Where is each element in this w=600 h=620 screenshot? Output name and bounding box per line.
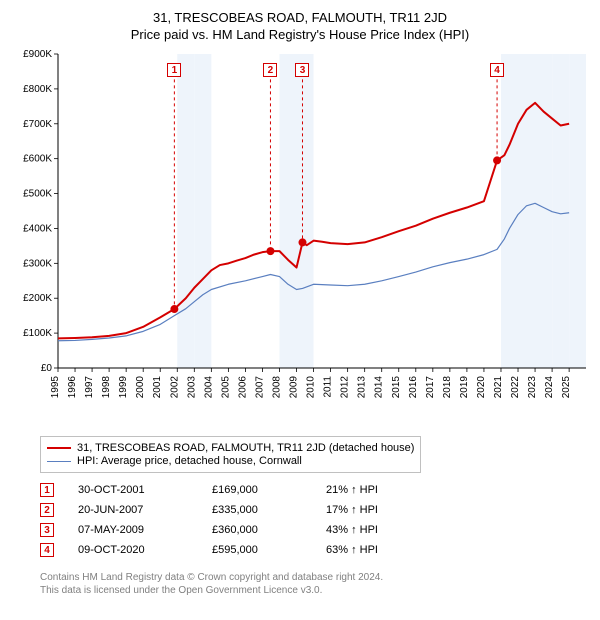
transaction-price: £335,000 xyxy=(212,504,302,516)
transaction-pct: 63% ↑ HPI xyxy=(326,544,446,556)
transaction-date: 09-OCT-2020 xyxy=(78,544,188,556)
svg-text:2016: 2016 xyxy=(408,376,419,399)
footer-line-1: Contains HM Land Registry data © Crown c… xyxy=(40,572,383,583)
transaction-pct: 17% ↑ HPI xyxy=(326,504,446,516)
transaction-pct: 43% ↑ HPI xyxy=(326,524,446,536)
transaction-price: £169,000 xyxy=(212,484,302,496)
svg-text:2002: 2002 xyxy=(169,376,180,399)
chart-marker-4: 4 xyxy=(490,63,504,77)
svg-text:2015: 2015 xyxy=(391,376,402,399)
svg-text:2010: 2010 xyxy=(306,376,317,399)
svg-text:2020: 2020 xyxy=(476,376,487,399)
svg-text:£800K: £800K xyxy=(23,84,52,95)
svg-text:1995: 1995 xyxy=(50,376,61,399)
footer-line-2: This data is licensed under the Open Gov… xyxy=(40,585,322,596)
svg-text:2005: 2005 xyxy=(220,376,231,399)
footer-note: Contains HM Land Registry data © Crown c… xyxy=(40,571,592,597)
transaction-date: 07-MAY-2009 xyxy=(78,524,188,536)
svg-text:2023: 2023 xyxy=(527,376,538,399)
svg-text:2024: 2024 xyxy=(544,376,555,399)
svg-text:2003: 2003 xyxy=(186,376,197,399)
line-chart: £0 £100K £200K £300K £400K £500K £600K £700K £80… xyxy=(8,48,592,428)
svg-text:2018: 2018 xyxy=(442,376,453,399)
transaction-date: 20-JUN-2007 xyxy=(78,504,188,516)
legend: 31, TRESCOBEAS ROAD, FALMOUTH, TR11 2JD … xyxy=(40,436,421,473)
svg-text:2013: 2013 xyxy=(357,376,368,399)
transaction-marker: 2 xyxy=(40,503,54,517)
svg-text:2017: 2017 xyxy=(425,376,436,399)
legend-label: HPI: Average price, detached house, Corn… xyxy=(77,455,302,467)
transaction-date: 30-OCT-2001 xyxy=(78,484,188,496)
transaction-marker: 4 xyxy=(40,543,54,557)
svg-text:£200K: £200K xyxy=(23,293,52,304)
svg-text:2025: 2025 xyxy=(561,376,572,399)
chart-marker-1: 1 xyxy=(167,63,181,77)
svg-text:1999: 1999 xyxy=(118,376,129,399)
svg-text:2009: 2009 xyxy=(289,376,300,399)
transaction-row: 3 07-MAY-2009 £360,000 43% ↑ HPI xyxy=(40,523,592,537)
legend-item: 31, TRESCOBEAS ROAD, FALMOUTH, TR11 2JD … xyxy=(47,442,414,454)
chart-marker-2: 2 xyxy=(263,63,277,77)
transactions-table: 1 30-OCT-2001 £169,000 21% ↑ HPI 2 20-JUN-200… xyxy=(40,483,592,557)
transaction-pct: 21% ↑ HPI xyxy=(326,484,446,496)
svg-text:2001: 2001 xyxy=(152,376,163,399)
svg-text:£900K: £900K xyxy=(23,49,52,60)
svg-text:£300K: £300K xyxy=(23,258,52,269)
svg-text:2000: 2000 xyxy=(135,376,146,399)
svg-text:£600K: £600K xyxy=(23,154,52,165)
transaction-row: 1 30-OCT-2001 £169,000 21% ↑ HPI xyxy=(40,483,592,497)
transaction-price: £595,000 xyxy=(212,544,302,556)
transaction-row: 2 20-JUN-2007 £335,000 17% ↑ HPI xyxy=(40,503,592,517)
transaction-row: 4 09-OCT-2020 £595,000 63% ↑ HPI xyxy=(40,543,592,557)
svg-text:2006: 2006 xyxy=(237,376,248,399)
transaction-price: £360,000 xyxy=(212,524,302,536)
svg-text:2004: 2004 xyxy=(203,376,214,399)
legend-label: 31, TRESCOBEAS ROAD, FALMOUTH, TR11 2JD … xyxy=(77,442,414,454)
transaction-marker: 1 xyxy=(40,483,54,497)
legend-swatch xyxy=(47,447,71,449)
title-line-1: 31, TRESCOBEAS ROAD, FALMOUTH, TR11 2JD xyxy=(8,10,592,25)
svg-text:1997: 1997 xyxy=(84,376,95,399)
svg-text:2019: 2019 xyxy=(459,376,470,399)
svg-text:2014: 2014 xyxy=(374,376,385,399)
svg-text:2022: 2022 xyxy=(510,376,521,399)
transaction-marker: 3 xyxy=(40,523,54,537)
svg-text:£700K: £700K xyxy=(23,119,52,130)
svg-text:2011: 2011 xyxy=(323,376,334,398)
svg-text:1996: 1996 xyxy=(67,376,78,399)
svg-text:2008: 2008 xyxy=(271,376,282,399)
svg-text:1998: 1998 xyxy=(101,376,112,399)
svg-text:£400K: £400K xyxy=(23,223,52,234)
title-line-2: Price paid vs. HM Land Registry's House … xyxy=(8,27,592,42)
chart-container: £0 £100K £200K £300K £400K £500K £600K £700K £80… xyxy=(8,48,592,428)
svg-text:£500K: £500K xyxy=(23,189,52,200)
chart-marker-3: 3 xyxy=(295,63,309,77)
legend-swatch xyxy=(47,461,71,462)
svg-text:£0: £0 xyxy=(41,363,53,374)
svg-text:2007: 2007 xyxy=(254,376,265,399)
svg-text:2012: 2012 xyxy=(340,376,351,399)
svg-text:£100K: £100K xyxy=(23,328,52,339)
legend-item: HPI: Average price, detached house, Corn… xyxy=(47,455,414,467)
svg-text:2021: 2021 xyxy=(493,376,504,399)
